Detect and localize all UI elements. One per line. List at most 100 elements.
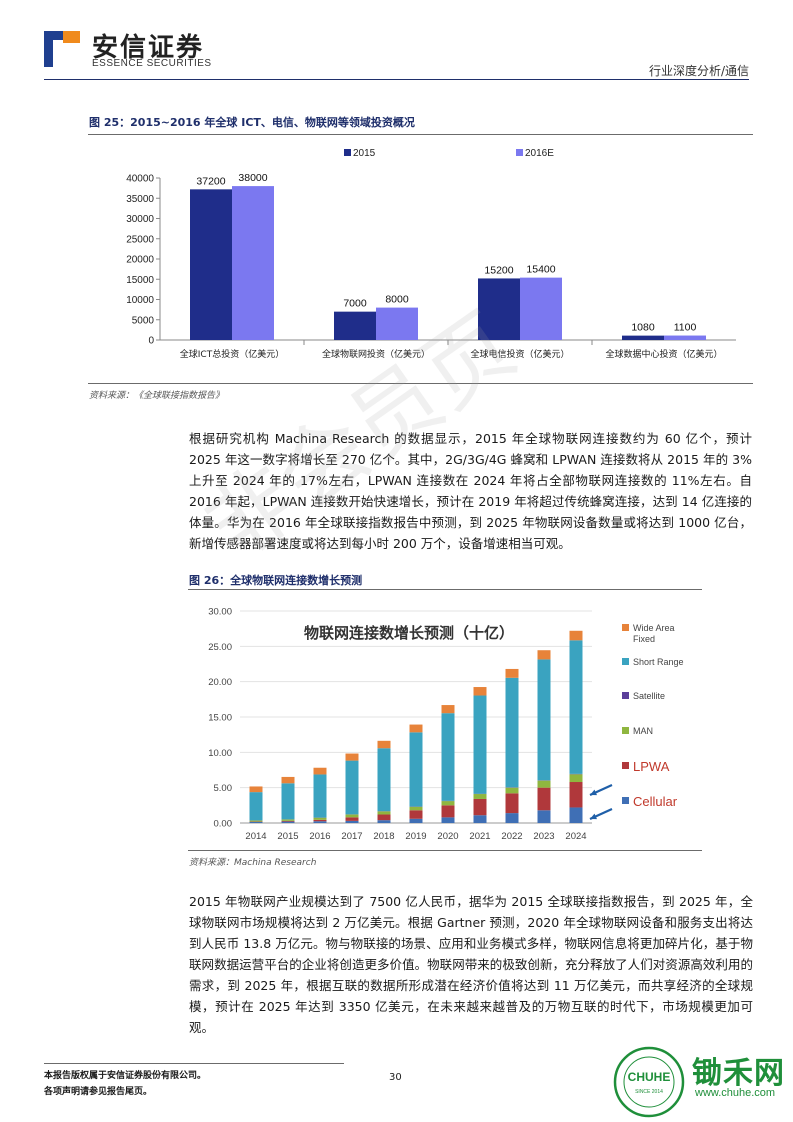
stack-segment-man (249, 820, 263, 822)
svg-text:CHUHE: CHUHE (628, 1070, 671, 1084)
legend-swatch (622, 797, 629, 804)
stack-segment-cellular (281, 821, 295, 823)
x-tick-label: 2022 (501, 831, 522, 842)
y-tick-label: 20.00 (208, 677, 232, 688)
stack-segment-short-range (249, 792, 263, 821)
stack-segment-lpwa (345, 817, 359, 821)
stack-segment-wide-area-fixed (537, 650, 551, 660)
legend-label: 2015 (353, 148, 376, 159)
essence-logo-icon (44, 31, 80, 67)
stack-segment-wide-area-fixed (249, 786, 263, 793)
legend-label: Satellite (633, 691, 665, 701)
stack-segment-cellular (441, 817, 455, 823)
figure-25-title: 图 25：2015~2016 年全球 ICT、电信、物联网等领域投资概况 (89, 116, 415, 129)
body-paragraph-connections: 根据研究机构 Machina Research 的数据显示，2015 年全球物联… (189, 431, 752, 551)
stack-segment-short-range (473, 695, 487, 794)
stack-segment-cellular (345, 820, 359, 823)
stack-segment-wide-area-fixed (409, 724, 423, 733)
stack-segment-cellular (313, 821, 327, 823)
legend-swatch (622, 624, 629, 631)
y-tick-label: 30.00 (208, 607, 232, 618)
x-tick-label: 2021 (469, 831, 490, 842)
stack-segment-lpwa (281, 820, 295, 822)
stack-segment-lpwa (377, 814, 391, 821)
y-tick-label: 20000 (126, 255, 154, 266)
bar-2016e (232, 186, 274, 340)
bar-value-label: 37200 (196, 175, 225, 187)
stack-segment-short-range (377, 748, 391, 812)
iot-connections-stacked-chart: 0.00 5.00 10.00 15.00 20.00 25.00 30.00 物联网连接数增… (188, 597, 702, 847)
investment-bar-chart: 0 5000 10000 15000 20000 25000 30000 35000 40000… (126, 148, 736, 360)
y-tick-label: 25.00 (208, 642, 232, 653)
figure-26-title: 图 26：全球物联网连接数增长预测 (189, 574, 363, 587)
stack-segment-wide-area-fixed (569, 630, 583, 641)
legend-label: Fixed (633, 634, 655, 644)
stack-segment-wide-area-fixed (505, 668, 519, 678)
header-divider (44, 79, 749, 80)
x-tick-label: 2015 (277, 831, 298, 842)
stack-segment-short-range (505, 677, 519, 788)
x-category-label: 全球ICT总投资（亿美元） (180, 348, 284, 360)
body-paragraph-market-size: 2015 年物联网产业规模达到了 7500 亿人民币，据华为 2015 全球联接… (189, 894, 753, 1035)
footer-disclaimer: 各项声明请参见报告尾页。 (44, 1087, 153, 1097)
x-tick-label: 2024 (565, 831, 586, 842)
x-tick-label: 2018 (373, 831, 394, 842)
page-number: 30 (389, 1072, 402, 1083)
figure-26-source: 资料来源：Machina Research (189, 858, 317, 868)
bar-value-label: 7000 (343, 298, 367, 310)
legend-label: 2016E (525, 148, 554, 159)
y-tick-label: 30000 (126, 214, 154, 225)
bar-2016e (520, 277, 562, 340)
bar-value-label: 38000 (238, 172, 267, 184)
x-tick-label: 2016 (309, 831, 330, 842)
bar-2016e (664, 335, 706, 340)
x-category-label: 全球电信投资（亿美元） (470, 348, 569, 360)
y-tick-label: 25000 (126, 234, 154, 245)
x-tick-label: 2017 (341, 831, 362, 842)
x-tick-label: 2020 (437, 831, 458, 842)
y-tick-label: 0.00 (214, 819, 233, 830)
stack-segment-cellular (377, 820, 391, 823)
stack-segment-cellular (409, 818, 423, 823)
bar-value-label: 15200 (484, 264, 513, 276)
bar-2015 (334, 311, 376, 340)
chart-title: 物联网连接数增长预测（十亿） (304, 624, 514, 642)
stack-segment-cellular (473, 815, 487, 823)
bar-value-label: 15400 (526, 264, 555, 276)
stack-segment-wide-area-fixed (345, 753, 359, 761)
svg-text:SINCE 2014: SINCE 2014 (635, 1089, 663, 1095)
stack-segment-lpwa (505, 793, 519, 814)
y-tick-label: 5.00 (214, 783, 233, 794)
footer-copyright: 本报告版权属于安信证券股份有限公司。 (44, 1071, 207, 1081)
figure-25-bottom-rule (88, 383, 753, 384)
stack-segment-wide-area-fixed (313, 767, 327, 775)
y-tick-label: 15000 (126, 275, 154, 286)
chuhe-site-name: 锄禾网 (692, 1056, 785, 1091)
stack-segment-man (377, 811, 391, 815)
stack-segment-lpwa (313, 819, 327, 822)
stack-segment-wide-area-fixed (377, 740, 391, 749)
bar-2015 (478, 278, 520, 340)
legend-label: Cellular (633, 794, 678, 809)
stack-segment-man (537, 780, 551, 788)
company-name-cn: 安信证券 (92, 33, 205, 63)
stack-segment-cellular (569, 807, 583, 823)
stack-segment-short-range (313, 774, 327, 818)
chuhe-site-url: www.chuhe.com (695, 1087, 776, 1099)
y-tick-label: 35000 (126, 194, 154, 205)
y-tick-label: 0 (148, 336, 154, 347)
stack-segment-wide-area-fixed (281, 776, 295, 784)
stack-segment-wide-area-fixed (441, 705, 455, 714)
stack-segment-lpwa (537, 787, 551, 811)
figure-25-source: 资料来源：《全球联接指数报告》 (89, 391, 225, 401)
footer-rule (44, 1063, 344, 1064)
figure-25-top-rule (88, 134, 753, 135)
x-tick-label: 2023 (533, 831, 554, 842)
y-tick-label: 10000 (126, 295, 154, 306)
bar-2016e (376, 307, 418, 340)
stack-segment-man (473, 794, 487, 799)
stack-segment-man (313, 817, 327, 820)
stack-segment-short-range (281, 783, 295, 820)
figure-26-bottom-rule (188, 850, 702, 851)
stack-segment-lpwa (569, 782, 583, 808)
